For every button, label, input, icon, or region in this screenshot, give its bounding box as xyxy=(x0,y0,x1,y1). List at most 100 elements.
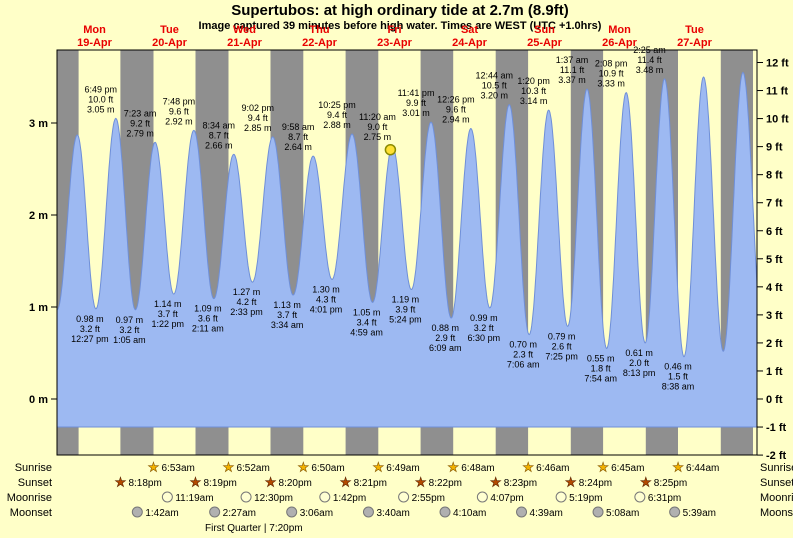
sunrise-time: 6:48am xyxy=(461,463,494,474)
tide-high-label: 1:20 pm 10.3 ft 3.14 m xyxy=(517,76,550,106)
day-label: Fri xyxy=(387,24,401,36)
moonrise-icon xyxy=(555,491,567,503)
tide-low-label: 0.46 m 1.5 ft 8:38 am xyxy=(662,362,695,392)
day-label-date: 25-Apr xyxy=(527,37,563,49)
y-axis-right-label: 9 ft xyxy=(766,142,783,154)
y-axis-left-label: 3 m xyxy=(29,118,48,130)
sunrise-time: 6:49am xyxy=(386,463,419,474)
chart-subtitle: Image captured 39 minutes before high wa… xyxy=(199,20,602,32)
y-axis-right-label: 2 ft xyxy=(766,338,783,350)
y-axis-left-label: 0 m xyxy=(29,394,48,406)
sunset-time: 8:19pm xyxy=(203,478,236,489)
tide-high-label: 12:26 pm 9.6 ft 2.94 m xyxy=(437,95,475,125)
tide-high-label: 11:41 pm 9.9 ft 3.01 m xyxy=(398,88,435,118)
tide-low-label: 1.09 m 3.6 ft 2:11 am xyxy=(192,304,224,334)
y-axis-right-label: 11 ft xyxy=(766,86,788,98)
sunset-star-icon: ★ xyxy=(565,475,577,490)
tide-low-label: 0.98 m 3.2 ft 12:27 pm xyxy=(71,314,109,344)
moonset-icon xyxy=(669,506,681,518)
moonset-icon xyxy=(592,506,604,518)
moonset-time: 1:42am xyxy=(145,508,178,519)
tide-high-label: 10:25 pm 9.4 ft 2.88 m xyxy=(318,100,356,130)
moonset-icon xyxy=(131,506,143,518)
tide-area xyxy=(56,71,758,428)
day-label: Thu xyxy=(309,24,329,36)
moonset-time: 3:40am xyxy=(376,508,409,519)
sunrise-star-icon: ★ xyxy=(522,460,534,475)
day-label: Mon xyxy=(608,24,631,36)
y-axis-right-label: 4 ft xyxy=(766,282,783,294)
moonrise-time: 2:55pm xyxy=(412,493,445,504)
tide-high-label: 9:58 am 8.7 ft 2.64 m xyxy=(282,122,315,152)
moonset-time: 5:08am xyxy=(606,508,639,519)
sunrise-star-icon: ★ xyxy=(298,460,310,475)
day-label: Mon xyxy=(83,24,106,36)
y-axis-left-label: 2 m xyxy=(29,210,48,222)
day-label-date: 21-Apr xyxy=(227,37,263,49)
sunset-star-icon: ★ xyxy=(265,475,277,490)
moonset-icon xyxy=(286,506,298,518)
tide-low-label: 0.99 m 3.2 ft 6:30 pm xyxy=(468,313,501,343)
tide-low-label: 0.79 m 2.6 ft 7:25 pm xyxy=(545,331,578,361)
moonrise-time: 1:42pm xyxy=(333,493,366,504)
tide-low-label: 0.97 m 3.2 ft 1:05 am xyxy=(113,315,146,345)
y-axis-right-label: -2 ft xyxy=(766,450,787,462)
plot-border xyxy=(56,49,758,456)
y-axis-right-label: 12 ft xyxy=(766,58,789,70)
moonset-icon xyxy=(362,506,374,518)
sunset-time: 8:18pm xyxy=(128,478,161,489)
tide-low-label: 1.27 m 4.2 ft 2:33 pm xyxy=(230,287,263,317)
y-axis-right-label: 5 ft xyxy=(766,254,783,266)
tide-low-label: 0.61 m 2.0 ft 8:13 pm xyxy=(623,348,656,378)
moonset-icon xyxy=(516,506,528,518)
moonrise-icon xyxy=(161,491,173,503)
sunrise-time: 6:50am xyxy=(311,463,344,474)
moonrise-icon xyxy=(398,491,410,503)
sunset-star-icon: ★ xyxy=(340,475,352,490)
tide-high-label: 7:23 am 9.2 ft 2.79 m xyxy=(124,108,157,138)
sunset-time: 8:20pm xyxy=(279,478,312,489)
current-tide-marker xyxy=(384,143,397,156)
sunset-star-icon: ★ xyxy=(115,475,127,490)
moonrise-time: 12:30pm xyxy=(254,493,293,504)
moonset-time: 4:10am xyxy=(453,508,486,519)
y-axis-right-label: 10 ft xyxy=(766,114,789,126)
moonrise-time: 11:19am xyxy=(175,493,213,504)
day-label: Wed xyxy=(233,24,256,36)
tide-high-label: 11:20 am 9.0 ft 2.75 m xyxy=(359,112,396,142)
y-axis-right-label: -1 ft xyxy=(766,422,787,434)
sunrise-time: 6:53am xyxy=(162,463,195,474)
sunrise-time: 6:46am xyxy=(536,463,569,474)
day-label: Tue xyxy=(160,24,179,36)
moonrise-icon xyxy=(476,491,488,503)
chart-title: Supertubos: at high ordinary tide at 2.7… xyxy=(231,2,569,19)
sunrise-star-icon: ★ xyxy=(672,460,684,475)
tide-high-label: 2:08 pm 10.9 ft 3.33 m xyxy=(595,59,628,89)
moonrise-icon xyxy=(319,491,331,503)
moonrise-time: 4:07pm xyxy=(490,493,523,504)
moonset-time: 3:06am xyxy=(300,508,333,519)
sunset-time: 8:24pm xyxy=(579,478,612,489)
sunrise-star-icon: ★ xyxy=(447,460,459,475)
y-axis-right-label: 8 ft xyxy=(766,170,783,182)
tide-low-label: 0.70 m 2.3 ft 7:06 am xyxy=(507,340,540,370)
sunrise-time: 6:44am xyxy=(686,463,719,474)
sunset-star-icon: ★ xyxy=(415,475,427,490)
tide-low-label: 1.05 m 3.4 ft 4:59 am xyxy=(350,307,383,337)
sunset-star-icon: ★ xyxy=(490,475,502,490)
day-label: Tue xyxy=(685,24,704,36)
y-axis-left-label: 1 m xyxy=(29,302,48,314)
plot-area: 0.98 m 3.2 ft 12:27 pm 6:49 pm 10.0 ft 3.05 m… xyxy=(29,24,789,462)
moonset-row-label-left: Moonset xyxy=(10,507,52,519)
tide-low-label: 0.88 m 2.9 ft 6:09 am xyxy=(429,323,462,353)
day-label-date: 20-Apr xyxy=(152,37,188,49)
sunset-star-icon: ★ xyxy=(190,475,202,490)
tide-low-label: 1.19 m 3.9 ft 5:24 pm xyxy=(389,295,422,325)
tide-high-label: 12:44 am 10.5 ft 3.20 m xyxy=(476,71,514,101)
day-label-date: 26-Apr xyxy=(602,37,638,49)
moonrise-icon xyxy=(240,491,252,503)
sunset-star-icon: ★ xyxy=(640,475,652,490)
moonrise-time: 5:19pm xyxy=(569,493,602,504)
moonset-icon xyxy=(209,506,221,518)
tide-low-label: 1.30 m 4.3 ft 4:01 pm xyxy=(310,284,343,314)
